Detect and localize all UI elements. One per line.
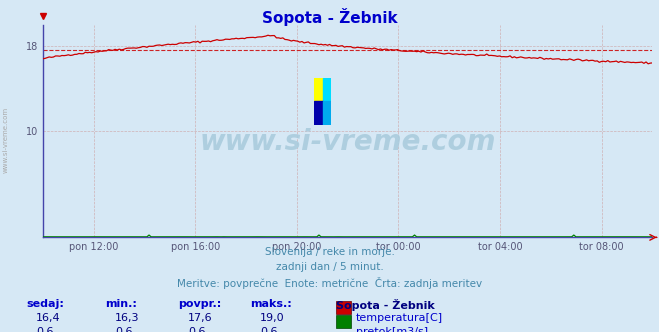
Text: 0,6: 0,6	[260, 327, 278, 332]
Text: sedaj:: sedaj:	[26, 299, 64, 309]
Text: 0,6: 0,6	[36, 327, 54, 332]
Text: 19,0: 19,0	[260, 313, 285, 323]
Text: zadnji dan / 5 minut.: zadnji dan / 5 minut.	[275, 262, 384, 272]
Text: Sopota - Žebnik: Sopota - Žebnik	[336, 299, 435, 311]
Text: Sopota - Žebnik: Sopota - Žebnik	[262, 8, 397, 26]
Text: Meritve: povprečne  Enote: metrične  Črta: zadnja meritev: Meritve: povprečne Enote: metrične Črta:…	[177, 277, 482, 289]
Text: temperatura[C]: temperatura[C]	[356, 313, 443, 323]
Text: 17,6: 17,6	[188, 313, 212, 323]
Text: maks.:: maks.:	[250, 299, 292, 309]
Text: povpr.:: povpr.:	[178, 299, 221, 309]
Text: 0,6: 0,6	[115, 327, 133, 332]
Text: 16,3: 16,3	[115, 313, 140, 323]
Text: Slovenija / reke in morje.: Slovenija / reke in morje.	[264, 247, 395, 257]
Text: 0,6: 0,6	[188, 327, 206, 332]
Text: 16,4: 16,4	[36, 313, 61, 323]
Text: www.si-vreme.com: www.si-vreme.com	[200, 128, 496, 156]
Text: pretok[m3/s]: pretok[m3/s]	[356, 327, 428, 332]
Text: www.si-vreme.com: www.si-vreme.com	[2, 106, 9, 173]
Text: min.:: min.:	[105, 299, 137, 309]
